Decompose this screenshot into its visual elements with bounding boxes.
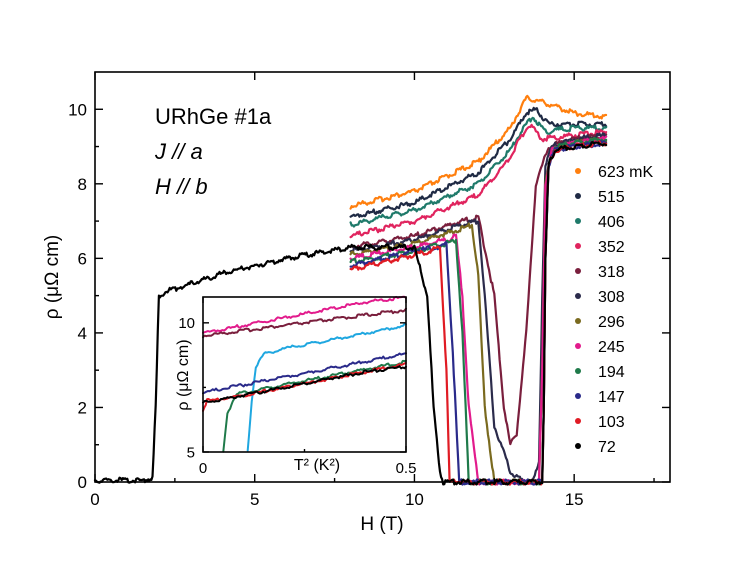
inset-y-tick-label: 10 (178, 315, 195, 332)
main-series-406 (349, 116, 608, 228)
inset-y-axis-title: ρ (μΩ cm) (175, 339, 192, 410)
inset-series-147 (202, 352, 407, 395)
main-x-tick-label: 5 (250, 490, 259, 509)
inset-series-light-blue (246, 323, 407, 452)
inset-axes: 0 0.5 5 10 (178, 297, 416, 477)
main-y-tick-label: 2 (78, 399, 87, 418)
inset-y-tick-label: 5 (187, 444, 195, 461)
main-series-623-mk (349, 94, 608, 210)
legend-marker-147 (575, 393, 581, 399)
legend-marker-623-mk (575, 168, 581, 174)
inset-series-72 (202, 365, 407, 404)
legend-marker-194 (575, 368, 581, 374)
main-x-tick-label: 0 (90, 490, 99, 509)
legend-marker-308 (575, 293, 581, 299)
main-y-tick-label: 10 (68, 100, 87, 119)
legend-label-194: 194 (598, 364, 625, 381)
inset-x-tick-label: 0.5 (396, 460, 417, 477)
legend-label-308: 308 (598, 289, 625, 306)
main-x-tick-label: 10 (405, 490, 424, 509)
legend-marker-352 (575, 243, 581, 249)
main-y-tick-label: 4 (78, 324, 87, 343)
legend-label-103: 103 (598, 414, 625, 431)
main-series-72 (93, 141, 608, 486)
current-direction-annotation: J // a (154, 139, 203, 164)
legend-marker-318 (575, 268, 581, 274)
legend-marker-296 (575, 318, 581, 324)
legend-label-352: 352 (598, 239, 625, 256)
legend-label-296: 296 (598, 314, 625, 331)
legend-label-623-mk: 623 mK (598, 164, 653, 181)
legend-label-318: 318 (598, 264, 625, 281)
legend: 623 mK 515 406 352 318 308 296 245 194 147 103 72 (575, 164, 653, 456)
main-series-515 (349, 106, 608, 218)
main-y-tick-label: 0 (78, 473, 87, 492)
legend-marker-406 (575, 218, 581, 224)
legend-label-245: 245 (598, 339, 625, 356)
inset-series-245 (202, 295, 407, 334)
sample-annotation: URhGe #1a (155, 104, 272, 129)
legend-marker-515 (575, 193, 581, 199)
legend-marker-103 (575, 418, 581, 424)
legend-marker-72 (575, 443, 581, 449)
legend-marker-245 (575, 343, 581, 349)
inset-background (203, 297, 406, 452)
inset-x-tick-label: 0 (199, 460, 207, 477)
main-series-352 (349, 123, 608, 239)
main-y-tick-label: 8 (78, 175, 87, 194)
legend-label-515: 515 (598, 189, 625, 206)
main-x-tick-label: 15 (565, 490, 584, 509)
legend-label-72: 72 (598, 439, 616, 456)
inset-data-layer (202, 295, 407, 453)
main-data-layer (93, 94, 608, 486)
inset-series-318 (202, 307, 407, 339)
y-axis-title: ρ (μΩ cm) (42, 235, 63, 320)
main-plot-frame (94, 71, 671, 483)
legend-label-147: 147 (598, 389, 625, 406)
main-y-tick-label: 6 (78, 249, 87, 268)
x-axis-title: H (T) (360, 514, 403, 535)
inset-x-axis-title: T² (K²) (294, 457, 340, 474)
legend-label-406: 406 (598, 214, 625, 231)
field-direction-annotation: H // b (155, 174, 208, 199)
